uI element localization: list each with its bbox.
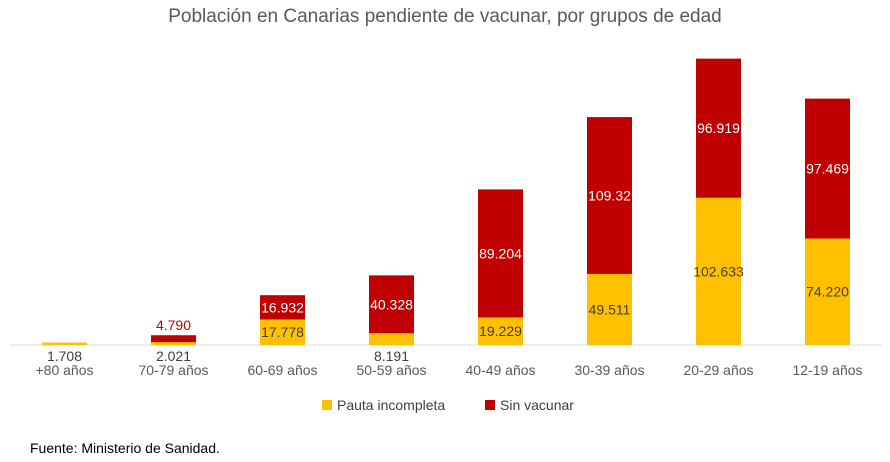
bar-segment-sin-vacunar xyxy=(805,98,850,239)
data-label: 109.32 xyxy=(588,188,631,204)
bar-segment-pauta-incompleta xyxy=(369,333,414,345)
x-tick-label: 12-19 años xyxy=(792,362,862,378)
bar-segment-pauta-incompleta xyxy=(260,319,305,345)
data-label: 17.778 xyxy=(261,324,304,340)
data-label: 1.708 xyxy=(47,348,82,364)
bar-segment-pauta-incompleta xyxy=(805,238,850,345)
legend-swatch xyxy=(322,400,332,410)
bar-segment-sin-vacunar xyxy=(587,117,632,274)
data-label: 102.633 xyxy=(693,263,744,279)
bar-segment-pauta-incompleta xyxy=(587,273,632,345)
data-label: 8.191 xyxy=(374,348,409,364)
source-note: Fuente: Ministerio de Sanidad. xyxy=(30,440,220,456)
x-tick-label: 70-79 años xyxy=(138,362,208,378)
x-tick-label: 40-49 años xyxy=(465,362,535,378)
data-label: 97.469 xyxy=(806,161,849,177)
x-tick-label: +80 años xyxy=(36,362,94,378)
bar-segment-sin-vacunar xyxy=(369,275,414,334)
legend-label: Sin vacunar xyxy=(500,397,574,413)
data-label: 16.932 xyxy=(261,299,304,315)
data-label: 19.229 xyxy=(479,323,522,339)
legend-label: Pauta incompleta xyxy=(337,397,445,413)
bar-segment-pauta-incompleta xyxy=(696,197,741,345)
data-label: 89.204 xyxy=(479,245,522,261)
bar-segment-sin-vacunar xyxy=(478,189,523,318)
data-label: 96.919 xyxy=(697,120,740,136)
bar-segment-sin-vacunar xyxy=(696,58,741,198)
x-tick-label: 50-59 años xyxy=(356,362,426,378)
data-label: 49.511 xyxy=(589,301,631,317)
bar-segment-pauta-incompleta xyxy=(42,342,87,345)
bar-segment-sin-vacunar xyxy=(151,335,196,343)
data-label: 2.021 xyxy=(156,348,191,364)
bar-segment-pauta-incompleta xyxy=(151,342,196,345)
data-label: 74.220 xyxy=(806,284,849,300)
data-label: 4.790 xyxy=(156,317,191,333)
chart-title: Población en Canarias pendiente de vacun… xyxy=(168,6,722,27)
bar-segment-sin-vacunar xyxy=(260,295,305,320)
x-tick-label: 30-39 años xyxy=(574,362,644,378)
legend-swatch xyxy=(485,400,495,410)
data-label: 40.328 xyxy=(370,296,413,312)
bar-segment-pauta-incompleta xyxy=(478,317,523,345)
x-tick-label: 20-29 años xyxy=(683,362,753,378)
x-tick-label: 60-69 años xyxy=(247,362,317,378)
